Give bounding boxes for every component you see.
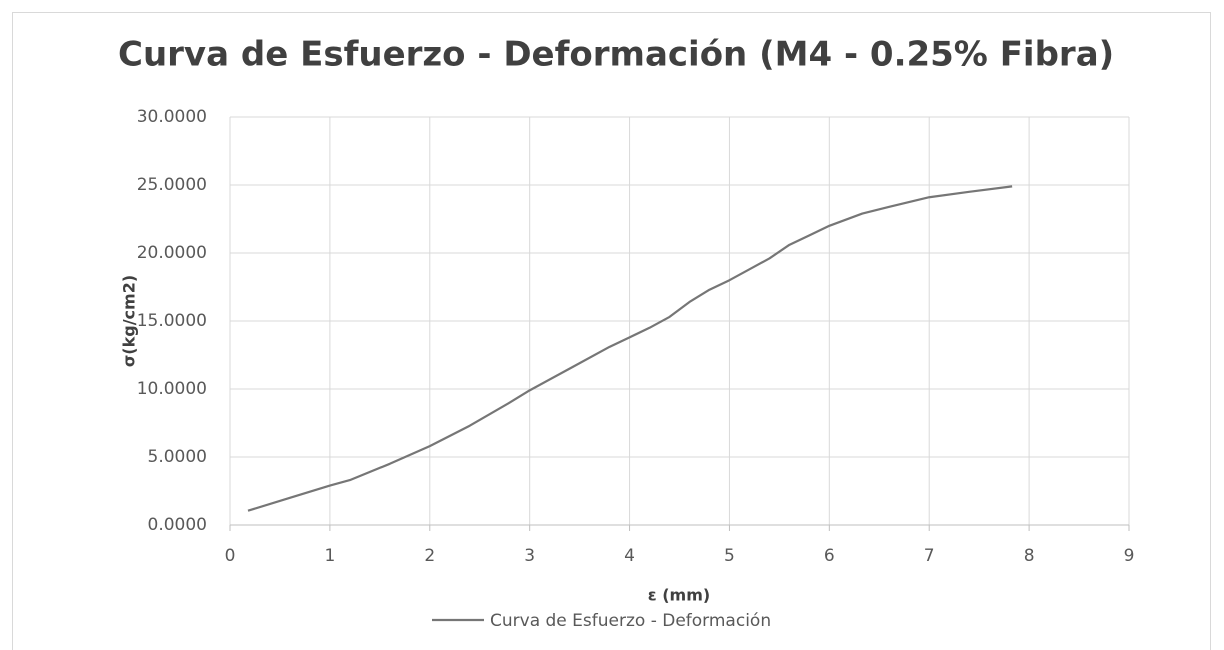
y-tick-label: 30.0000 [137, 107, 207, 127]
y-axis-title: σ(kg/cm2) [120, 275, 139, 367]
y-tick-label: 25.0000 [137, 175, 207, 195]
x-tick-label: 5 [724, 546, 735, 566]
legend-label: Curva de Esfuerzo - Deformación [490, 611, 771, 631]
chart-title: Curva de Esfuerzo - Deformación (M4 - 0.… [118, 35, 1114, 75]
x-tick-label: 6 [824, 546, 835, 566]
y-tick-label: 5.0000 [148, 447, 207, 467]
x-tick-label: 7 [924, 546, 935, 566]
y-tick-label: 15.0000 [137, 311, 207, 331]
x-tick-label: 3 [524, 546, 535, 566]
y-tick-label: 0.0000 [148, 515, 207, 535]
x-tick-label: 1 [324, 546, 335, 566]
line-series [247, 185, 1013, 512]
y-tick-label: 20.0000 [137, 243, 207, 263]
x-axis-title: ε (mm) [648, 586, 710, 605]
y-tick-label: 10.0000 [137, 379, 207, 399]
x-tick-label: 4 [624, 546, 635, 566]
x-tick-label: 8 [1024, 546, 1035, 566]
x-tick-label: 2 [424, 546, 435, 566]
x-tick-label: 9 [1124, 546, 1135, 566]
x-tick-label: 0 [225, 546, 236, 566]
chart-frame [12, 12, 1211, 650]
